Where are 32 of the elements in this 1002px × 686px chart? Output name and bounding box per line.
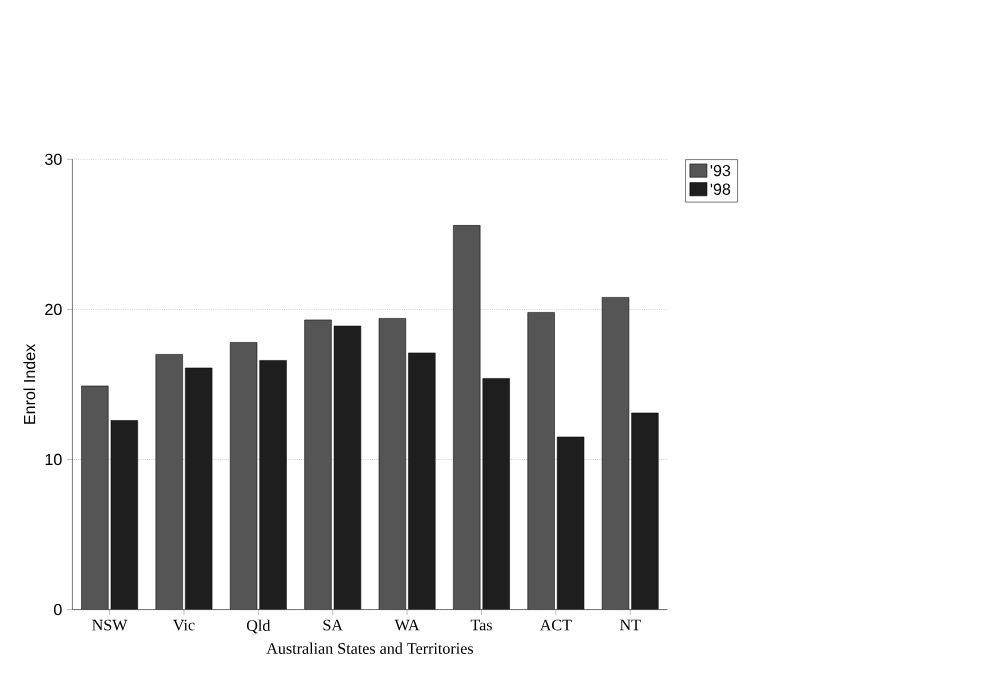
y-tick-label: 10 bbox=[45, 453, 62, 466]
bar bbox=[557, 437, 584, 610]
y-tick-label: 30 bbox=[45, 153, 62, 166]
bar bbox=[482, 378, 510, 610]
x-tick-label: Vic bbox=[173, 619, 195, 631]
x-tick-label: NSW bbox=[92, 619, 128, 631]
bar bbox=[259, 360, 287, 610]
bar bbox=[81, 386, 109, 610]
bar bbox=[155, 354, 183, 610]
x-axis-title: Australian States and Territories bbox=[266, 642, 473, 655]
bar bbox=[631, 412, 659, 610]
y-tick-label: 0 bbox=[54, 604, 62, 616]
x-tick-label: Tas bbox=[470, 619, 492, 631]
bar bbox=[110, 420, 138, 610]
x-tick-label: NT bbox=[620, 619, 641, 631]
x-tick-label: WA bbox=[394, 619, 420, 631]
y-tick-label: 20 bbox=[45, 303, 62, 316]
bar bbox=[230, 342, 257, 610]
legend-label: '93 bbox=[710, 165, 731, 177]
x-tick-label: Qld bbox=[246, 619, 271, 634]
legend-label: '98 bbox=[710, 183, 731, 195]
x-tick-label: ACT bbox=[539, 619, 572, 631]
bar bbox=[527, 312, 555, 610]
bar bbox=[453, 225, 481, 610]
bar bbox=[408, 353, 436, 610]
bar bbox=[334, 326, 361, 610]
bar bbox=[378, 318, 406, 610]
y-axis-title: Enrol Index bbox=[23, 344, 36, 424]
bar bbox=[601, 297, 630, 610]
x-tick-label: SA bbox=[323, 619, 343, 631]
bar bbox=[304, 320, 332, 610]
bar bbox=[185, 368, 213, 610]
